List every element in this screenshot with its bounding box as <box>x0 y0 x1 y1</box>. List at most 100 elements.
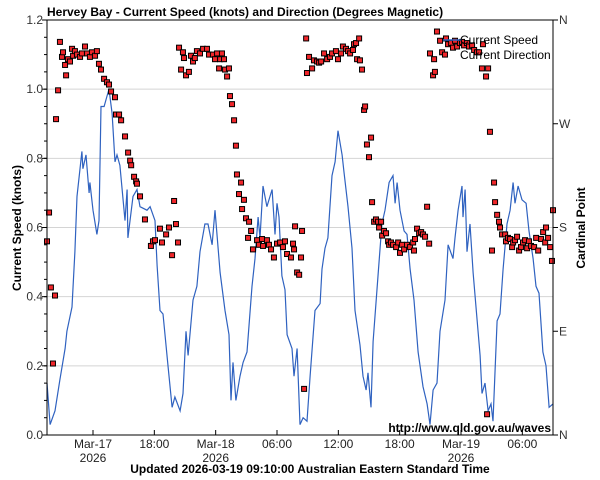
direction-marker <box>303 70 310 77</box>
direction-marker <box>303 35 310 42</box>
direction-marker <box>485 65 492 72</box>
direction-marker <box>111 94 118 101</box>
direction-marker <box>245 234 252 241</box>
direction-marker <box>152 237 159 244</box>
direction-marker <box>338 50 345 57</box>
direction-marker <box>356 35 363 42</box>
direction-marker <box>296 271 303 278</box>
y2-tick-label: E <box>559 324 567 338</box>
chart-title: Hervey Bay - Current Speed (knots) and D… <box>47 5 443 19</box>
direction-marker <box>163 231 170 238</box>
direction-marker <box>495 218 502 225</box>
direction-marker <box>178 66 185 73</box>
direction-marker <box>137 193 144 200</box>
direction-marker <box>378 218 385 225</box>
direction-marker <box>175 239 182 246</box>
direction-marker <box>95 60 102 67</box>
direction-marker <box>169 252 176 259</box>
x-tick-label: 06:00 <box>507 437 537 451</box>
direction-marker <box>298 254 305 261</box>
direction-marker <box>543 224 550 231</box>
direction-marker <box>270 254 277 261</box>
direction-marker <box>81 43 88 50</box>
y-axis-label: Current Speed (knots) <box>10 165 24 291</box>
direction-marker <box>125 149 132 156</box>
x-tick-label: Mar-19 <box>442 437 480 451</box>
direction-marker <box>334 56 341 63</box>
direction-marker <box>531 244 538 251</box>
direction-marker <box>497 224 504 231</box>
direction-marker <box>196 50 203 57</box>
direction-marker <box>443 35 450 42</box>
direction-marker <box>376 224 383 231</box>
direction-marker <box>412 236 418 243</box>
direction-marker <box>191 55 198 62</box>
direction-marker <box>431 68 438 75</box>
direction-marker <box>185 68 192 75</box>
direction-marker <box>437 37 444 44</box>
y-tick-label: 0.6 <box>26 221 43 235</box>
direction-marker <box>279 244 286 251</box>
direction-marker <box>362 103 369 110</box>
direction-marker <box>55 87 62 94</box>
direction-marker <box>489 247 496 254</box>
direction-marker <box>248 227 255 234</box>
direction-marker <box>156 225 163 232</box>
direction-marker <box>383 230 390 237</box>
direction-marker <box>491 179 498 186</box>
x-tick-label: 18:00 <box>385 437 415 451</box>
direction-marker <box>301 385 308 392</box>
watermark-url: http://www.qld.gov.au/waves <box>388 421 551 435</box>
direction-marker <box>548 257 555 264</box>
direction-marker <box>306 53 313 60</box>
x-tick-sublabel: 2026 <box>448 451 475 465</box>
x-tick-sublabel: 2026 <box>202 451 229 465</box>
x-tick-label: 06:00 <box>262 437 292 451</box>
direction-marker <box>410 247 417 254</box>
direction-marker <box>108 88 115 95</box>
updated-footer: Updated 2026-03-19 09:10:00 Australian E… <box>130 462 490 476</box>
direction-marker <box>309 65 316 72</box>
direction-marker <box>479 41 486 48</box>
direction-marker <box>292 223 299 230</box>
direction-marker <box>259 236 266 243</box>
y-tick-label: 0.4 <box>26 290 43 304</box>
direction-marker <box>172 221 179 228</box>
direction-marker <box>246 218 253 225</box>
x-tick-sublabel: 2026 <box>80 451 107 465</box>
y-tick-label: 1.2 <box>26 13 43 27</box>
direction-marker <box>179 49 186 56</box>
direction-marker <box>242 215 249 222</box>
direction-marker <box>218 50 225 57</box>
direction-marker <box>93 48 100 55</box>
direction-marker <box>98 66 105 73</box>
direction-marker <box>368 134 375 141</box>
direction-marker <box>224 73 231 80</box>
direction-marker <box>287 254 294 261</box>
direction-marker <box>56 38 63 45</box>
direction-marker <box>62 61 69 68</box>
direction-marker <box>231 117 238 124</box>
direction-marker <box>547 244 554 251</box>
x-tick-label: 12:00 <box>323 437 353 451</box>
direction-marker <box>268 246 275 253</box>
direction-marker <box>359 66 366 73</box>
x-tick-label: 18:00 <box>139 437 169 451</box>
direction-marker <box>260 242 267 249</box>
direction-marker <box>128 162 135 169</box>
direction-marker <box>106 81 113 88</box>
direction-marker <box>60 49 67 56</box>
direction-marker <box>486 128 493 135</box>
direction-marker <box>232 142 239 149</box>
direction-marker <box>369 199 376 206</box>
direction-marker <box>52 292 59 299</box>
direction-marker <box>535 247 542 254</box>
direction-marker <box>133 180 140 187</box>
direction-marker <box>514 233 521 240</box>
y2-tick-label: W <box>559 117 571 131</box>
direction-marker <box>441 51 448 58</box>
direction-marker <box>545 234 552 241</box>
direction-marker <box>116 111 123 118</box>
current-direction-series <box>44 28 556 418</box>
direction-marker <box>366 154 372 161</box>
